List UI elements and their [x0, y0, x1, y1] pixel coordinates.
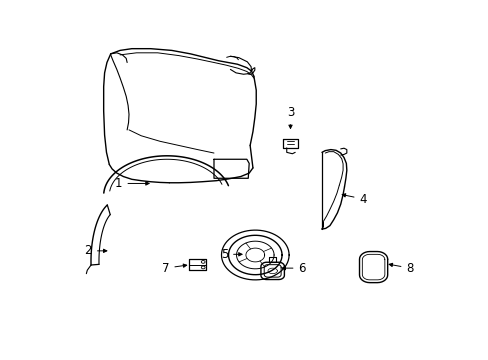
Text: 4: 4	[342, 193, 366, 206]
Text: 1: 1	[115, 177, 149, 190]
Text: 8: 8	[388, 262, 413, 275]
Text: 3: 3	[286, 106, 294, 129]
Text: 6: 6	[282, 262, 305, 275]
Text: 2: 2	[84, 244, 106, 257]
Text: 5: 5	[220, 248, 242, 261]
Text: 7: 7	[162, 262, 186, 275]
